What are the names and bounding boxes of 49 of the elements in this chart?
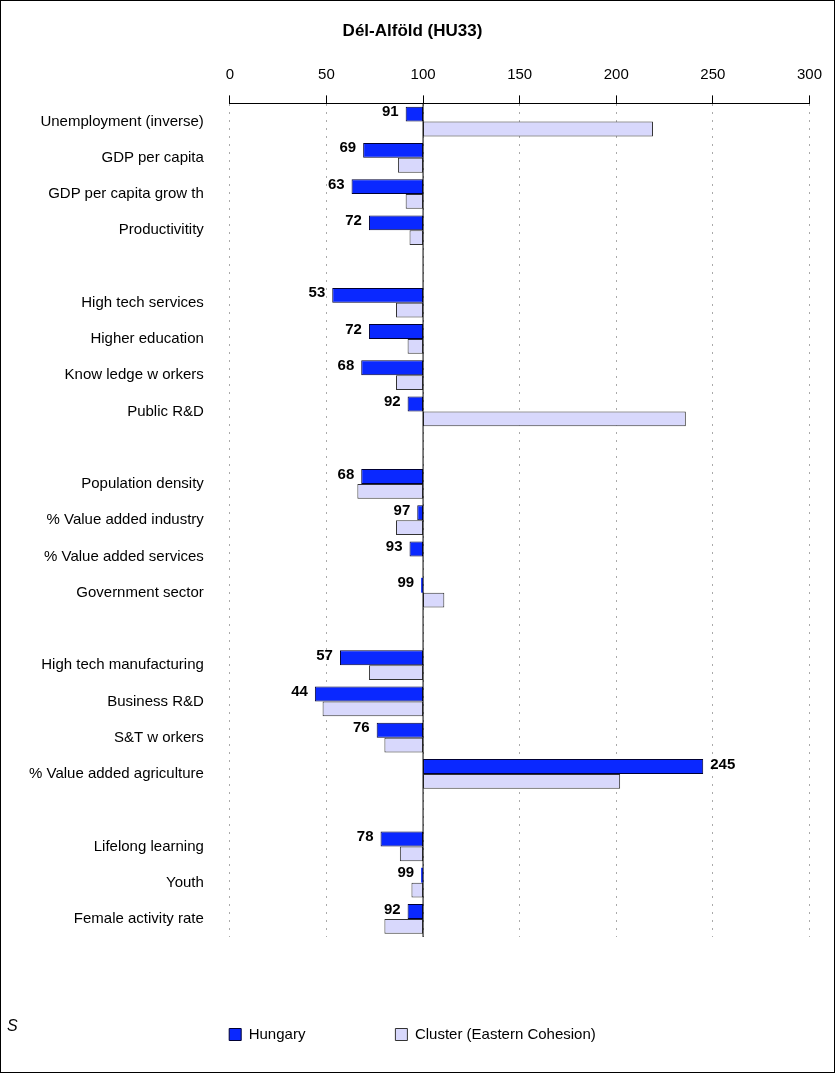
data-label: 53	[308, 283, 326, 301]
x-tick-label: 150	[507, 64, 533, 82]
data-label: 97	[393, 500, 411, 518]
data-label: 78	[356, 827, 374, 845]
y-tick-label: Female activity rate	[73, 909, 204, 927]
y-tick-label: Business R&D	[107, 691, 204, 709]
data-label: 92	[383, 899, 401, 917]
y-tick-label: Public R&D	[127, 401, 204, 419]
y-tick-label: High tech manufacturing	[41, 655, 204, 673]
data-label: 91	[381, 102, 399, 120]
x-tick-label: 300	[796, 64, 822, 82]
y-tick-label: Know ledge w orkers	[64, 365, 204, 383]
data-label: 93	[385, 537, 403, 555]
data-label: 63	[327, 174, 345, 192]
y-tick-label: % Value added agriculture	[28, 764, 204, 782]
data-label: 44	[291, 682, 309, 700]
y-tick-label: S&T w orkers	[114, 727, 204, 745]
legend-label: Cluster (Eastern Cohesion)	[414, 1024, 596, 1042]
data-label: 99	[397, 573, 415, 591]
chart-title: Dél-Alföld (HU33)	[342, 20, 483, 40]
y-tick-label: Government sector	[76, 582, 204, 600]
data-label: 69	[339, 138, 357, 156]
data-label: 72	[345, 319, 362, 337]
y-tick-label: % Value added industry	[46, 510, 205, 528]
x-tick-label: 50	[318, 64, 335, 82]
x-tick-label: 0	[225, 64, 235, 82]
y-tick-label: Higher education	[90, 329, 204, 347]
data-label: 76	[352, 718, 370, 736]
y-tick-label: Lifelong learning	[93, 836, 204, 854]
y-tick-label: High tech services	[81, 292, 204, 310]
x-tick-label: 200	[603, 64, 629, 82]
text: S	[7, 1017, 18, 1035]
data-label: 68	[337, 464, 355, 482]
data-label: 92	[383, 392, 401, 410]
data-label: 68	[337, 355, 355, 373]
x-tick-label: 250	[700, 64, 726, 82]
y-tick-label: % Value added services	[44, 546, 204, 564]
y-tick-label: Population density	[81, 474, 205, 492]
y-tick-label: GDP per capita grow th	[48, 184, 204, 202]
legend-label: Hungary	[248, 1024, 306, 1042]
data-label: 245	[710, 754, 736, 772]
data-label: 57	[316, 645, 333, 663]
data-label: 72	[345, 210, 362, 228]
y-tick-label: Productivitity	[118, 220, 205, 238]
y-tick-label: GDP per capita	[101, 147, 205, 165]
x-tick-label: 100	[410, 64, 436, 82]
y-tick-label: Unemployment (inverse)	[40, 111, 204, 129]
data-label: 99	[397, 863, 415, 881]
y-tick-label: Youth	[166, 872, 204, 890]
